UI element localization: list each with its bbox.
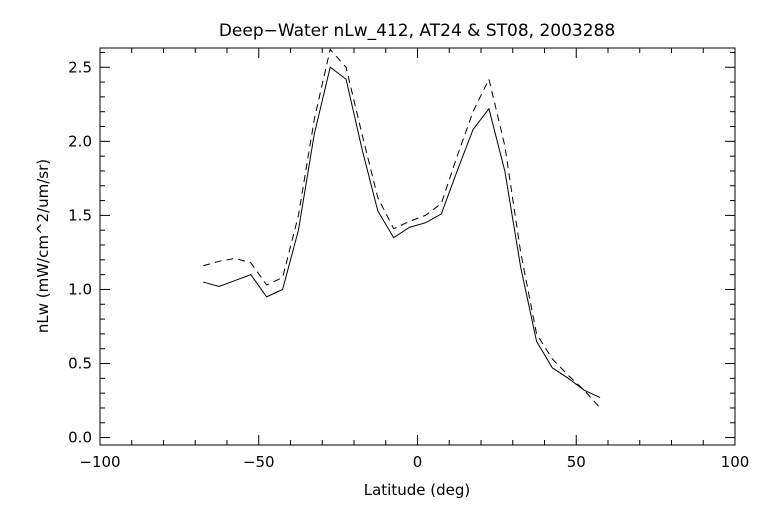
y-tick-label: 1.0 [68, 280, 92, 298]
y-tick-label: 0.0 [68, 429, 92, 447]
series-line-dashed [203, 48, 601, 409]
x-tick-label: 100 [721, 453, 750, 471]
y-tick-label: 2.5 [68, 58, 92, 76]
y-tick-label: 2.0 [68, 132, 92, 150]
y-tick-label: 1.5 [68, 206, 92, 224]
x-tick-label: 50 [567, 453, 586, 471]
chart-title: Deep−Water nLw_412, AT24 & ST08, 2003288 [219, 21, 615, 41]
y-axis-label: nLw (mW/cm^2/um/sr) [34, 159, 52, 333]
x-tick-label: −100 [79, 453, 120, 471]
series-line-solid [203, 66, 601, 399]
x-axis-label: Latitude (deg) [364, 481, 470, 499]
x-tick-label: 0 [413, 453, 423, 471]
plot-frame [99, 47, 736, 446]
x-tick-label: −50 [243, 453, 275, 471]
y-tick-label: 0.5 [68, 355, 92, 373]
